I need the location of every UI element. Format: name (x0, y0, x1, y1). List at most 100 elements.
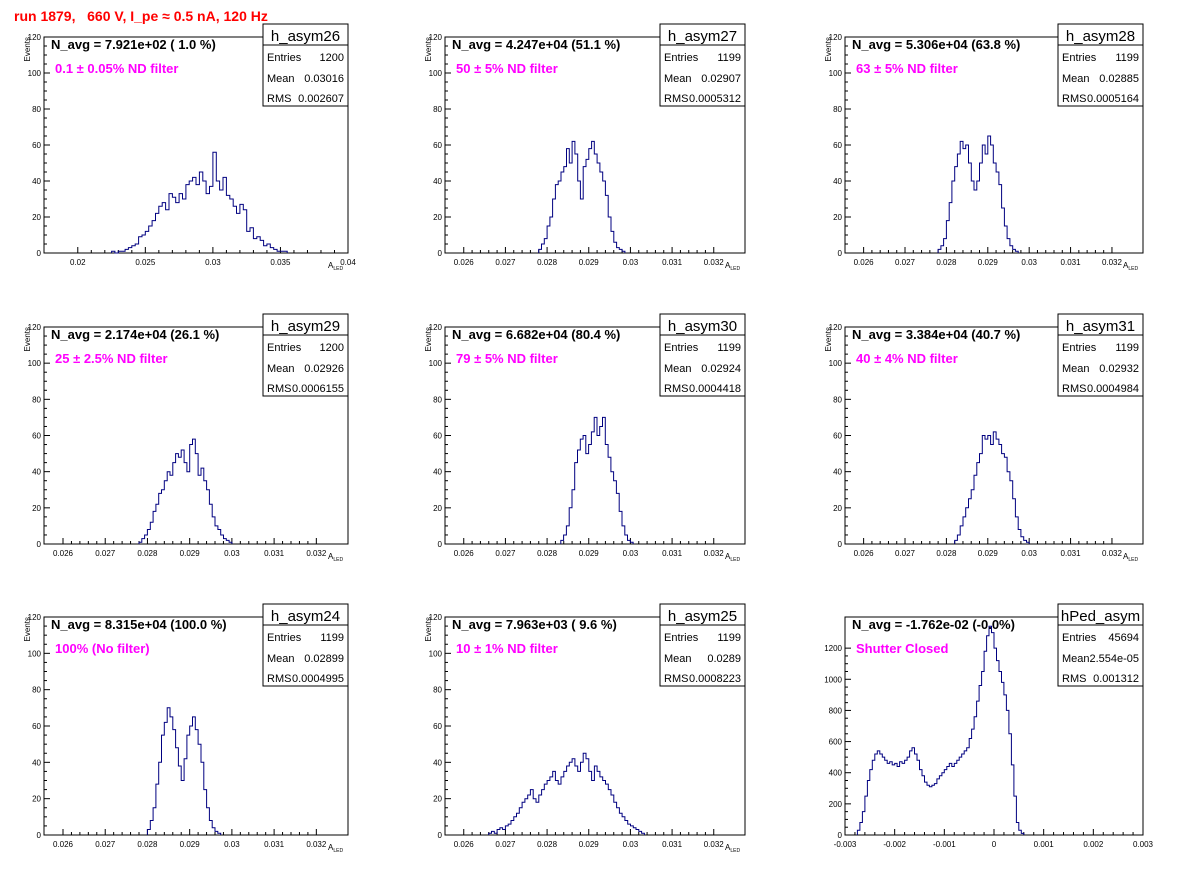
stats-value-entries: 1199 (717, 632, 741, 644)
stats-box-frame (659, 23, 746, 107)
x-tick-label: 0.028 (537, 549, 558, 558)
stats-value-entries: 1199 (717, 342, 741, 354)
histogram-series (937, 135, 1019, 253)
x-tick-label: 0.029 (978, 549, 999, 558)
stats-value-rms: 0.0004984 (1087, 383, 1139, 395)
x-axis-title-subscript: LED (1128, 557, 1138, 563)
y-tick-label: 40 (32, 177, 41, 186)
histogram-series (560, 416, 634, 544)
histogram-panel-h_asym29: 0 20 40 60 80 100 120 0.026 0.027 0.028 0.029 0.03 0… (23, 313, 349, 563)
y-tick-label: 100 (28, 69, 42, 78)
histogram-name: h_asym29 (271, 318, 340, 335)
histogram-series (146, 707, 222, 835)
y-tick-label: 120 (829, 323, 843, 332)
x-tick-label: 0.032 (306, 840, 327, 849)
x-tick-label: 0.001 (1034, 840, 1055, 849)
x-tick-label: 0.026 (454, 549, 475, 558)
y-tick-label: 80 (32, 395, 41, 404)
x-tick-label: 0.029 (180, 840, 201, 849)
x-tick-label: 0.026 (854, 258, 875, 267)
histogram-name: h_asym31 (1066, 318, 1135, 335)
stats-value-entries: 1199 (1115, 342, 1139, 354)
stats-label-entries: Entries (664, 52, 699, 64)
stats-label-entries: Entries (267, 52, 302, 64)
x-tick-label: -0.001 (933, 840, 956, 849)
y-tick-label: 20 (433, 504, 442, 513)
y-axis-title: Events (23, 327, 32, 351)
stats-box: h_asym30 Entries 1199 Mean 0.02924 RMS 0.00044… (659, 313, 746, 397)
y-tick-label: 100 (429, 359, 443, 368)
stats-box: h_asym29 Entries 1200 Mean 0.02926 RMS 0.00061… (262, 313, 349, 397)
stats-value-rms: 0.0005164 (1087, 93, 1139, 105)
x-axis-title-main: A (328, 552, 334, 561)
panel-title: N_avg = 5.306e+04 (63.8 %) (852, 37, 1020, 52)
filter-note: 40 ± 4% ND filter (856, 351, 958, 366)
stats-label-entries: Entries (267, 632, 302, 644)
x-tick-label: 0.03 (623, 549, 639, 558)
y-tick-label: 20 (833, 213, 842, 222)
stats-label-entries: Entries (664, 342, 699, 354)
x-tick-label: 0.03 (623, 258, 639, 267)
y-tick-label: 0 (438, 249, 443, 258)
x-tick-label: 0.031 (264, 549, 285, 558)
histogram-name: h_asym25 (668, 608, 737, 625)
y-tick-label: 80 (433, 395, 442, 404)
stats-label-rms: RMS (267, 93, 291, 105)
y-tick-label: 0 (37, 540, 42, 549)
stats-label-entries: Entries (1062, 632, 1097, 644)
x-tick-label: 0.028 (936, 258, 957, 267)
y-axis-title: Events (824, 327, 833, 351)
y-tick-label: 800 (829, 706, 843, 715)
stats-value-mean: 0.02899 (304, 653, 344, 665)
stats-label-mean: Mean (664, 363, 692, 375)
y-tick-label: 20 (32, 795, 41, 804)
x-tick-label: 0.03 (1021, 549, 1037, 558)
stats-box-frame (1057, 603, 1144, 687)
y-tick-label: 60 (433, 722, 442, 731)
y-axis-title: Events (424, 327, 433, 351)
histogram-name: h_asym28 (1066, 28, 1135, 45)
histogram-series (111, 151, 288, 254)
stats-label-mean: Mean (664, 73, 692, 85)
stats-label-entries: Entries (1062, 342, 1097, 354)
x-tick-label: 0.029 (978, 258, 999, 267)
y-tick-label: 80 (833, 395, 842, 404)
y-tick-label: 0 (838, 540, 843, 549)
x-axis-title-main: A (328, 843, 334, 852)
filter-note: 100% (No filter) (55, 641, 150, 656)
x-tick-label: 0.03 (205, 258, 221, 267)
x-tick-label: 0.029 (579, 258, 600, 267)
histogram-panel-h_asym27: 0 20 40 60 80 100 120 0.026 0.027 0.028 0.029 0.03 0… (424, 23, 746, 272)
y-tick-label: 100 (829, 69, 843, 78)
stats-value-entries: 1199 (320, 632, 344, 644)
y-tick-label: 40 (833, 468, 842, 477)
x-axis-title-subscript: LED (333, 848, 343, 854)
stats-value-mean: 2.554e-05 (1089, 653, 1139, 665)
x-tick-label: 0.027 (495, 840, 516, 849)
y-tick-label: 100 (28, 649, 42, 658)
stats-label-rms: RMS (267, 673, 291, 685)
x-tick-label: 0.028 (137, 549, 158, 558)
x-tick-label: 0.026 (454, 258, 475, 267)
y-tick-label: 0 (438, 831, 443, 840)
x-tick-label: 0.031 (1061, 258, 1082, 267)
x-tick-label: 0.032 (704, 258, 725, 267)
stats-label-rms: RMS (664, 383, 688, 395)
panel-title: N_avg = -1.762e-02 (-0.0%) (852, 617, 1015, 632)
y-tick-label: 20 (32, 213, 41, 222)
stats-box-frame (1057, 23, 1144, 107)
y-tick-label: 40 (833, 177, 842, 186)
stats-box-frame (262, 23, 349, 107)
stats-value-rms: 0.0006155 (292, 383, 344, 395)
y-tick-label: 80 (32, 105, 41, 114)
stats-value-rms: 0.001312 (1093, 673, 1139, 685)
x-tick-label: 0.029 (579, 840, 600, 849)
x-axis-title-main: A (1123, 261, 1129, 270)
x-axis-title: ALED (725, 261, 740, 272)
y-tick-label: 120 (429, 323, 443, 332)
y-tick-label: 0 (438, 540, 443, 549)
x-tick-label: 0.032 (1102, 258, 1123, 267)
histogram-panel-h_asym26: 0 20 40 60 80 100 120 0.02 0.025 0.03 0.035 0.04 Eve… (23, 23, 356, 272)
y-tick-label: 1000 (824, 675, 842, 684)
